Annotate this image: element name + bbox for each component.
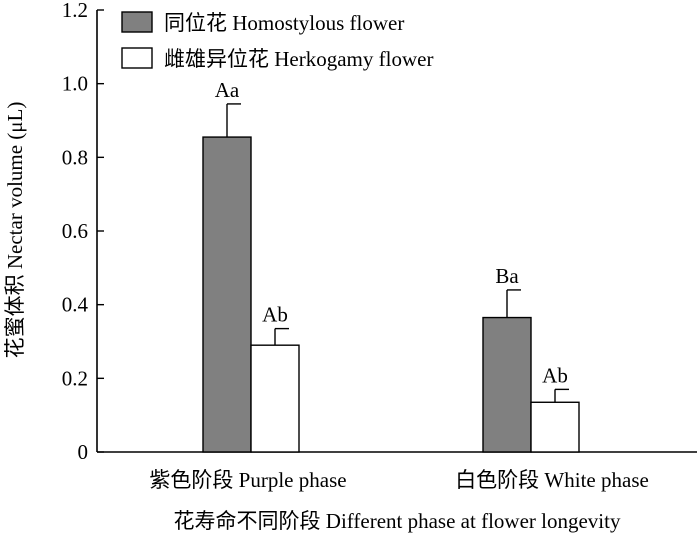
legend-swatch [121,47,153,69]
y-tick-label: 1.0 [62,72,88,96]
bar [250,344,300,453]
significance-label: Ab [262,303,288,327]
significance-label: Aa [215,78,240,102]
category-label: 白色阶段 White phase [455,468,649,492]
y-tick-label: 1.2 [62,0,88,22]
plot-area: 0 0.2 0.4 0.6 0.8 1.0 1.2 紫色阶段 Purple phase Aa Ab… [62,0,697,492]
legend: 同位花 Homostylous flower 雌雄异位花 Herkogamy fl… [121,11,433,71]
y-axis-title: 花蜜体积 Nectar volume (μL) [3,102,27,359]
y-tick-label: 0.6 [62,219,88,243]
y-tick-label: 0.8 [62,145,88,169]
x-axis-title: 花寿命不同阶段 Different phase at flower longev… [174,509,621,533]
y-tick-label: 0.2 [62,366,88,390]
category-label: 紫色阶段 Purple phase [149,468,346,492]
bar [530,401,580,453]
bar [202,136,252,453]
significance-label: Ab [542,363,568,387]
y-tick-label: 0.4 [62,293,89,317]
significance-label: Ba [495,264,519,288]
y-tick-label: 0 [78,440,89,464]
legend-label: 同位花 Homostylous flower [164,11,404,35]
legend-label: 雌雄异位花 Herkogamy flower [164,47,433,71]
bar [482,316,532,453]
legend-swatch [121,11,153,33]
